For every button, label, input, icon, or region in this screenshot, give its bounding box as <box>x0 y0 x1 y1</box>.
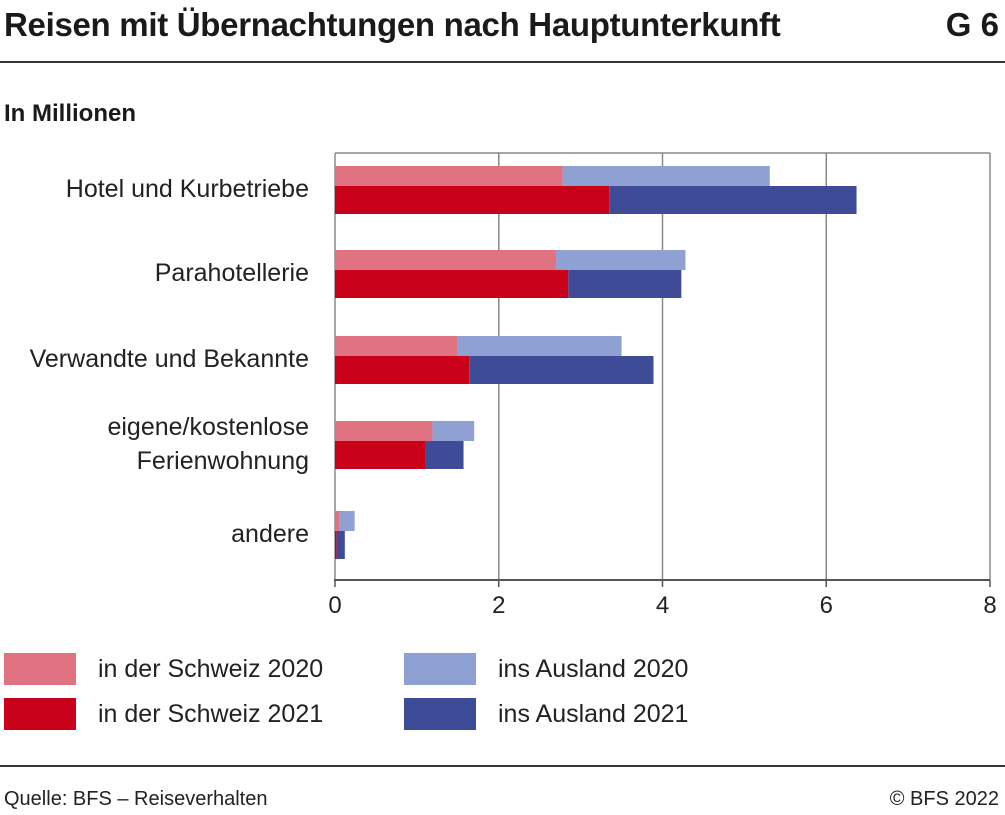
bar-segment <box>457 336 622 356</box>
bar-segment <box>335 336 458 356</box>
label-layer: 0 2 4 6 8 Hotel und Kurbetriebe Parahotellerie… <box>30 175 997 619</box>
category-label: Hotel und Kurbetriebe <box>66 175 309 203</box>
bar-segment <box>562 166 770 186</box>
category-label: Parahotellerie <box>155 259 309 287</box>
legend-swatch <box>404 653 476 685</box>
bar-segment <box>339 511 355 531</box>
bar-segment <box>335 531 337 559</box>
copyright-note: © BFS 2022 <box>889 788 999 810</box>
bar-segment <box>335 356 470 384</box>
bar-segment <box>335 166 563 186</box>
legend-item: ins Ausland 2021 <box>404 697 688 731</box>
x-tick-label: 8 <box>983 592 996 619</box>
bar-chart: 0 2 4 6 8 Hotel und Kurbetriebe Parahotellerie… <box>30 152 997 619</box>
bar-segment <box>335 421 433 441</box>
bar-segment <box>335 270 569 298</box>
legend-label: in der Schweiz 2020 <box>98 654 324 683</box>
source-note: Quelle: BFS – Reiseverhalten <box>4 788 268 810</box>
figure-number: G 6 <box>945 6 999 43</box>
bar-layer <box>335 166 857 559</box>
bar-segment <box>425 441 464 469</box>
bottom-divider <box>0 765 1005 767</box>
x-tick-label: 2 <box>492 592 505 619</box>
top-divider <box>0 61 1005 63</box>
chart-title: Reisen mit Übernachtungen nach Hauptunte… <box>4 6 781 43</box>
legend-swatch <box>404 698 476 730</box>
legend-label: in der Schweiz 2021 <box>98 699 324 728</box>
legend-swatch <box>4 653 76 685</box>
legend-label: ins Ausland 2020 <box>498 654 689 683</box>
bar-segment <box>335 511 340 531</box>
legend-item: ins Ausland 2020 <box>404 652 688 686</box>
bar-segment <box>335 250 557 270</box>
category-label: Verwandte und Bekannte <box>30 345 309 373</box>
bar-segment <box>432 421 475 441</box>
legend-item: in der Schweiz 2021 <box>4 697 323 731</box>
bar-segment <box>609 186 857 214</box>
chart-subtitle: In Millionen <box>4 100 136 127</box>
bar-segment <box>469 356 654 384</box>
x-tick-label: 6 <box>820 592 833 619</box>
legend-item: in der Schweiz 2020 <box>4 652 323 686</box>
bar-segment <box>336 531 345 559</box>
bar-segment <box>568 270 682 298</box>
bar-segment <box>556 250 686 270</box>
category-label: andere <box>231 520 309 548</box>
category-label: Ferienwohnung <box>137 447 309 475</box>
x-tick-label: 4 <box>656 592 669 619</box>
category-label: eigene/kostenlose <box>107 413 309 441</box>
legend-swatch <box>4 698 76 730</box>
bar-segment <box>335 186 610 214</box>
x-tick-label: 0 <box>328 592 341 619</box>
bar-segment <box>335 441 426 469</box>
legend-label: ins Ausland 2021 <box>498 699 689 728</box>
